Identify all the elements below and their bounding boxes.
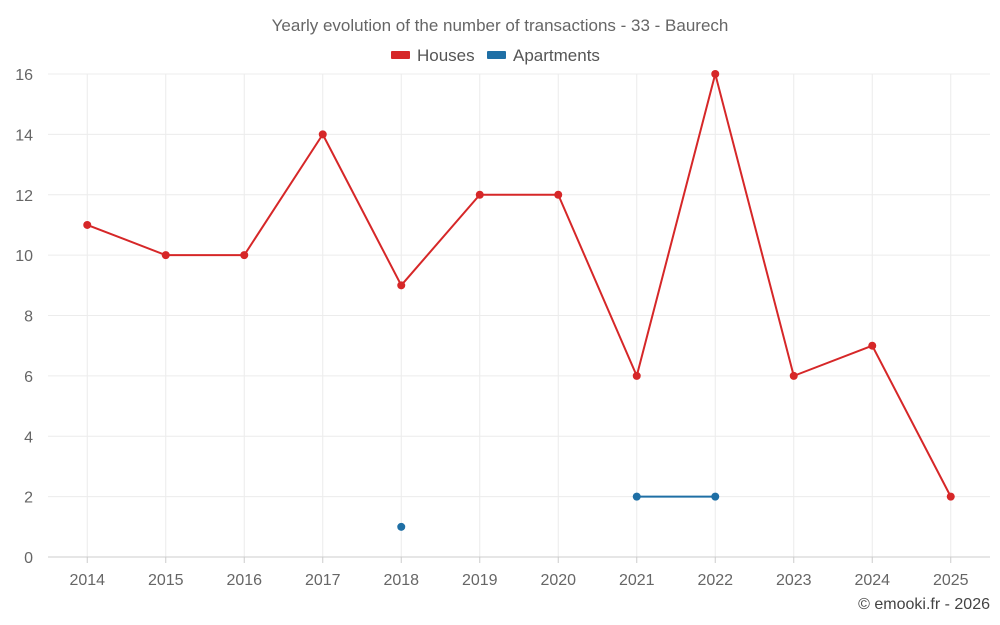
data-point-houses-2024[interactable] (868, 341, 877, 350)
x-tick-label: 2018 (383, 572, 419, 589)
data-point-houses-2019[interactable] (475, 190, 484, 199)
data-point-houses-2016[interactable] (240, 251, 249, 260)
data-point-houses-2023[interactable] (789, 371, 798, 380)
data-point-houses-2020[interactable] (554, 190, 563, 199)
data-point-houses-2022[interactable] (711, 70, 720, 78)
legend-item-houses[interactable]: Houses (391, 46, 475, 65)
legend-label-houses: Houses (417, 46, 475, 65)
y-tick-label: 8 (24, 309, 33, 326)
data-point-houses-2025[interactable] (946, 492, 955, 501)
x-tick-label: 2014 (69, 572, 105, 589)
x-tick-label: 2017 (305, 572, 341, 589)
x-tick-label: 2022 (697, 572, 733, 589)
x-tick-label: 2025 (933, 572, 969, 589)
x-tick-label: 2016 (226, 572, 262, 589)
y-tick-label: 16 (15, 67, 33, 84)
credit-text: © emooki.fr - 2026 (858, 596, 990, 613)
x-tick-label: 2024 (854, 572, 890, 589)
x-tick-label: 2019 (462, 572, 498, 589)
series (83, 70, 955, 531)
legend-item-apartments[interactable]: Apartments (487, 46, 600, 65)
data-point-apartments-2022[interactable] (711, 492, 720, 501)
x-tick-label: 2015 (148, 572, 184, 589)
series-line-houses (86, 73, 952, 498)
legend-swatch-houses (391, 51, 410, 59)
grid (48, 73, 990, 557)
x-tick-label: 2020 (540, 572, 576, 589)
data-point-houses-2015[interactable] (161, 251, 170, 260)
y-tick-label: 4 (24, 429, 33, 446)
legend: Houses Apartments (391, 46, 600, 65)
y-tick-label: 12 (15, 188, 33, 205)
y-tick-label: 14 (15, 127, 33, 144)
chart-title: Yearly evolution of the number of transa… (272, 16, 729, 35)
data-point-apartments-2021[interactable] (632, 492, 641, 501)
y-tick-label: 2 (24, 490, 33, 507)
y-tick-label: 6 (24, 369, 33, 386)
data-point-houses-2018[interactable] (397, 281, 406, 290)
legend-swatch-apartments (487, 51, 506, 59)
data-point-apartments-2018[interactable] (397, 522, 406, 531)
data-point-houses-2021[interactable] (632, 371, 641, 380)
series-houses (83, 70, 955, 501)
data-point-houses-2017[interactable] (318, 130, 327, 139)
legend-label-apartments: Apartments (513, 46, 600, 65)
y-tick-label: 10 (15, 248, 33, 265)
x-tick-label: 2023 (776, 572, 812, 589)
y-tick-label: 0 (24, 550, 33, 567)
axes: 0 2 4 6 8 10 12 14 16 2014 2015 2016 2017 2018 2019 202… (15, 67, 990, 589)
data-point-houses-2014[interactable] (83, 220, 92, 229)
series-apartments (397, 492, 720, 531)
x-tick-label: 2021 (619, 572, 655, 589)
